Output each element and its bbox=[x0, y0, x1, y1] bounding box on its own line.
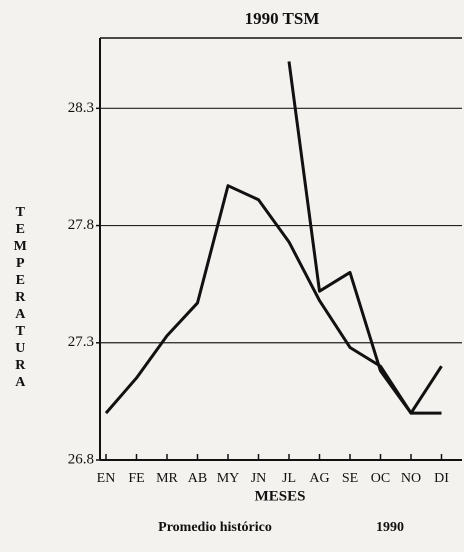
x-tick-label: DI bbox=[434, 471, 449, 486]
chart-title: 1990 TSM bbox=[245, 9, 320, 28]
x-tick-label: FE bbox=[128, 471, 144, 486]
x-tick-label: JL bbox=[282, 471, 296, 486]
x-tick-label: MR bbox=[156, 471, 178, 486]
x-tick-label: MY bbox=[217, 471, 240, 486]
y-tick-label: 27.8 bbox=[68, 217, 94, 233]
x-axis-label: MESES bbox=[255, 488, 306, 504]
series-line bbox=[287, 61, 443, 415]
x-tick-label: JN bbox=[251, 471, 267, 486]
series-line bbox=[104, 184, 442, 415]
legend-label: 1990 bbox=[376, 520, 404, 535]
y-tick-label: 28.3 bbox=[68, 100, 94, 116]
x-tick-label: AB bbox=[188, 471, 207, 486]
x-tick-label: EN bbox=[97, 471, 116, 486]
x-tick-label: AG bbox=[309, 471, 329, 486]
y-tick-label: 27.3 bbox=[68, 334, 94, 350]
y-tick-label: 26.8 bbox=[68, 451, 94, 467]
y-axis-label: TEMPERATURA bbox=[13, 205, 28, 392]
legend-label: Promedio histórico bbox=[158, 520, 272, 535]
x-tick-label: SE bbox=[342, 471, 358, 486]
x-tick-label: NO bbox=[401, 471, 421, 486]
x-tick-label: OC bbox=[371, 471, 390, 486]
